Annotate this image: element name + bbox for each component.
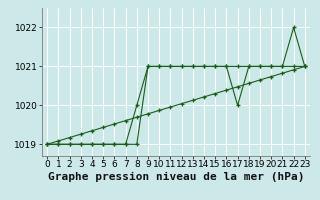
X-axis label: Graphe pression niveau de la mer (hPa): Graphe pression niveau de la mer (hPa): [48, 172, 304, 182]
